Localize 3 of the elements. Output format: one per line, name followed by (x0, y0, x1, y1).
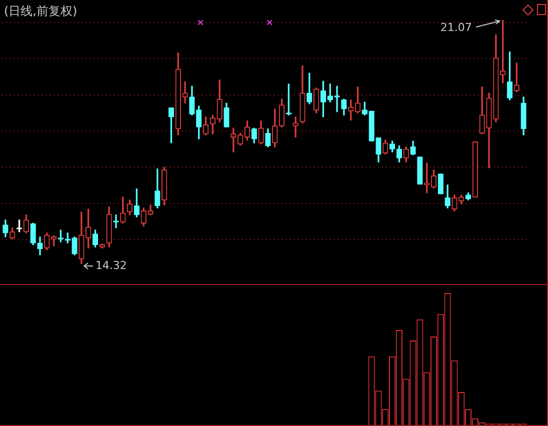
annotation: 14.32 (95, 259, 127, 272)
annotation: 21.07 (440, 21, 472, 34)
chart-title: (日线,前复权) (4, 3, 78, 20)
